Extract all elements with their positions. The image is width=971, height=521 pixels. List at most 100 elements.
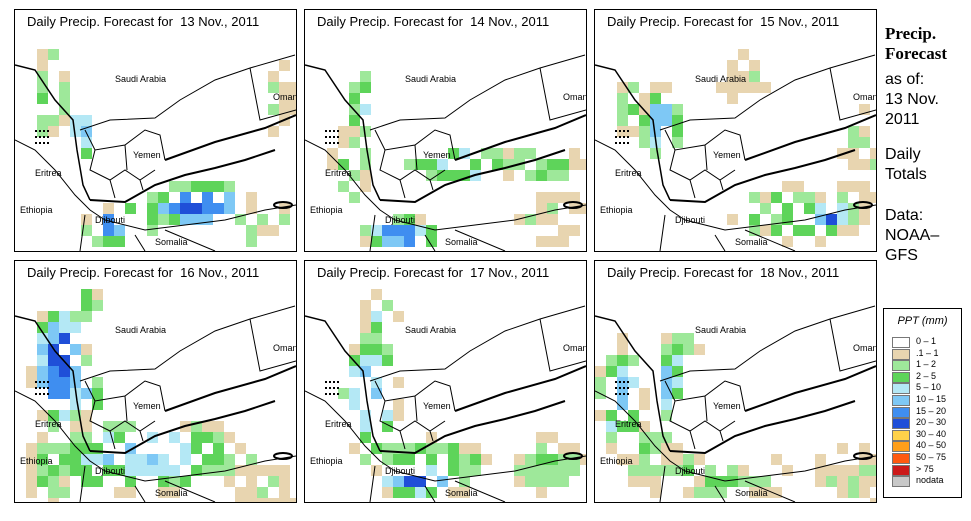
legend-label: 5 – 10 [916, 382, 942, 393]
country-label-djibouti: Djibouti [385, 466, 415, 476]
legend-swatch [892, 383, 910, 395]
legend-label: nodata [916, 475, 944, 486]
legend-swatch [892, 371, 910, 383]
country-label-djibouti: Djibouti [385, 215, 415, 225]
forecast-panel: Daily Precip. Forecast for 15 Nov., 2011… [594, 9, 877, 252]
legend-swatch [892, 348, 910, 360]
precip-cells [595, 333, 876, 502]
panel-title: Daily Precip. Forecast for 14 Nov., 2011 [317, 14, 550, 29]
country-label-yemen: Yemen [713, 150, 741, 160]
precip-cells [617, 49, 876, 247]
country-label-somalia: Somalia [735, 488, 768, 498]
legend-swatch [892, 406, 910, 418]
forecast-panel: Daily Precip. Forecast for 13 Nov., 2011… [14, 9, 297, 252]
country-label-saudi: Saudi Arabia [695, 325, 746, 335]
legend-swatch [892, 360, 910, 372]
boundaries [305, 305, 586, 502]
data-source: Data: NOAA– GFS [885, 207, 940, 264]
country-label-ethiopia: Ethiopia [20, 456, 53, 466]
precip-map: Saudi Arabia Oman Yemen Eritrea Ethiopia Djib… [595, 305, 876, 502]
as-of-date: as of: 13 Nov. 2011 [885, 71, 939, 128]
forecast-panel: Daily Precip. Forecast for 18 Nov., 2011… [594, 260, 877, 503]
legend-title: PPT (mm) [897, 315, 948, 327]
forecast-panel: Daily Precip. Forecast for 17 Nov., 2011… [304, 260, 587, 503]
panel-title: Daily Precip. Forecast for 15 Nov., 2011 [607, 14, 840, 29]
country-label-oman: Oman [853, 343, 876, 353]
legend-label: > 75 [916, 463, 934, 474]
country-label-eritrea: Eritrea [325, 168, 352, 178]
legend-label: 10 – 15 [916, 394, 947, 404]
precip-map: Saudi Arabia Oman Yemen Eritrea Ethiopia Djib… [15, 49, 296, 251]
country-label-oman: Oman [273, 343, 296, 353]
country-label-yemen: Yemen [423, 150, 451, 160]
country-label-somalia: Somalia [155, 488, 188, 498]
legend-label: 1 – 2 [916, 359, 937, 370]
boundaries [305, 54, 586, 251]
country-label-ethiopia: Ethiopia [600, 205, 633, 215]
country-label-yemen: Yemen [133, 150, 161, 160]
legend-swatch [892, 453, 910, 464]
country-label-somalia: Somalia [445, 237, 478, 247]
country-label-saudi: Saudi Arabia [405, 74, 456, 84]
country-label-somalia: Somalia [445, 488, 478, 498]
country-label-ethiopia: Ethiopia [310, 456, 343, 466]
daily-totals-label: Daily Totals [885, 146, 927, 183]
panel-title: Daily Precip. Forecast for 16 Nov., 2011 [27, 265, 260, 280]
legend-label: 20 – 30 [916, 417, 947, 428]
legend-label: 50 – 75 [916, 452, 947, 462]
country-label-oman: Oman [853, 92, 876, 102]
country-label-djibouti: Djibouti [675, 215, 705, 225]
country-label-djibouti: Djibouti [95, 215, 125, 225]
country-label-yemen: Yemen [713, 401, 741, 411]
legend-swatch [892, 441, 910, 453]
legend-label: 30 – 40 [916, 428, 947, 439]
panel-title: Daily Precip. Forecast for 17 Nov., 2011 [317, 265, 550, 280]
legend-swatch [892, 429, 910, 441]
country-label-ethiopia: Ethiopia [600, 456, 633, 466]
boundaries [15, 54, 296, 251]
country-label-oman: Oman [563, 343, 586, 353]
precip-cells [37, 49, 296, 247]
sidebar-title: Precip. Forecast [885, 24, 947, 63]
panel-title: Daily Precip. Forecast for 13 Nov., 2011 [27, 14, 260, 29]
panel-title: Daily Precip. Forecast for 18 Nov., 2011 [607, 265, 840, 280]
country-label-djibouti: Djibouti [95, 466, 125, 476]
boundaries [595, 54, 876, 251]
country-label-yemen: Yemen [423, 401, 451, 411]
legend-label: .1 – 1 [916, 347, 939, 358]
country-label-eritrea: Eritrea [615, 419, 642, 429]
legend-swatch [892, 476, 910, 488]
boundaries [595, 305, 876, 502]
forecast-panel: Daily Precip. Forecast for 16 Nov., 2011… [14, 260, 297, 503]
legend-label: 40 – 50 [916, 440, 947, 451]
country-label-saudi: Saudi Arabia [405, 325, 456, 335]
legend-swatch [892, 395, 910, 406]
legend-swatch [892, 418, 910, 430]
legend-swatch [892, 464, 910, 476]
country-label-ethiopia: Ethiopia [20, 205, 53, 215]
country-label-ethiopia: Ethiopia [310, 205, 343, 215]
legend-label: 15 – 20 [916, 405, 947, 416]
precip-map: Saudi Arabia Oman Yemen Eritrea Ethiopia Djib… [595, 49, 876, 251]
country-label-oman: Oman [273, 92, 296, 102]
legend-label: 2 – 5 [916, 370, 937, 381]
legend-label: 0 – 1 [916, 336, 937, 346]
precip-map: Saudi Arabia Oman Yemen Eritrea Ethiopia Djib… [305, 54, 586, 251]
country-label-eritrea: Eritrea [615, 168, 642, 178]
country-label-saudi: Saudi Arabia [695, 74, 746, 84]
country-label-somalia: Somalia [155, 237, 188, 247]
boundaries [15, 305, 296, 502]
country-label-eritrea: Eritrea [325, 419, 352, 429]
country-label-saudi: Saudi Arabia [115, 325, 166, 335]
country-label-eritrea: Eritrea [35, 168, 62, 178]
country-label-somalia: Somalia [735, 237, 768, 247]
forecast-panel: Daily Precip. Forecast for 14 Nov., 2011… [304, 9, 587, 252]
country-label-saudi: Saudi Arabia [115, 74, 166, 84]
country-label-eritrea: Eritrea [35, 419, 62, 429]
country-label-yemen: Yemen [133, 401, 161, 411]
country-label-oman: Oman [563, 92, 586, 102]
precip-map: Saudi Arabia Oman Yemen Eritrea Ethiopia Djib… [305, 289, 586, 502]
legend-swatch [892, 337, 910, 348]
country-label-djibouti: Djibouti [675, 466, 705, 476]
